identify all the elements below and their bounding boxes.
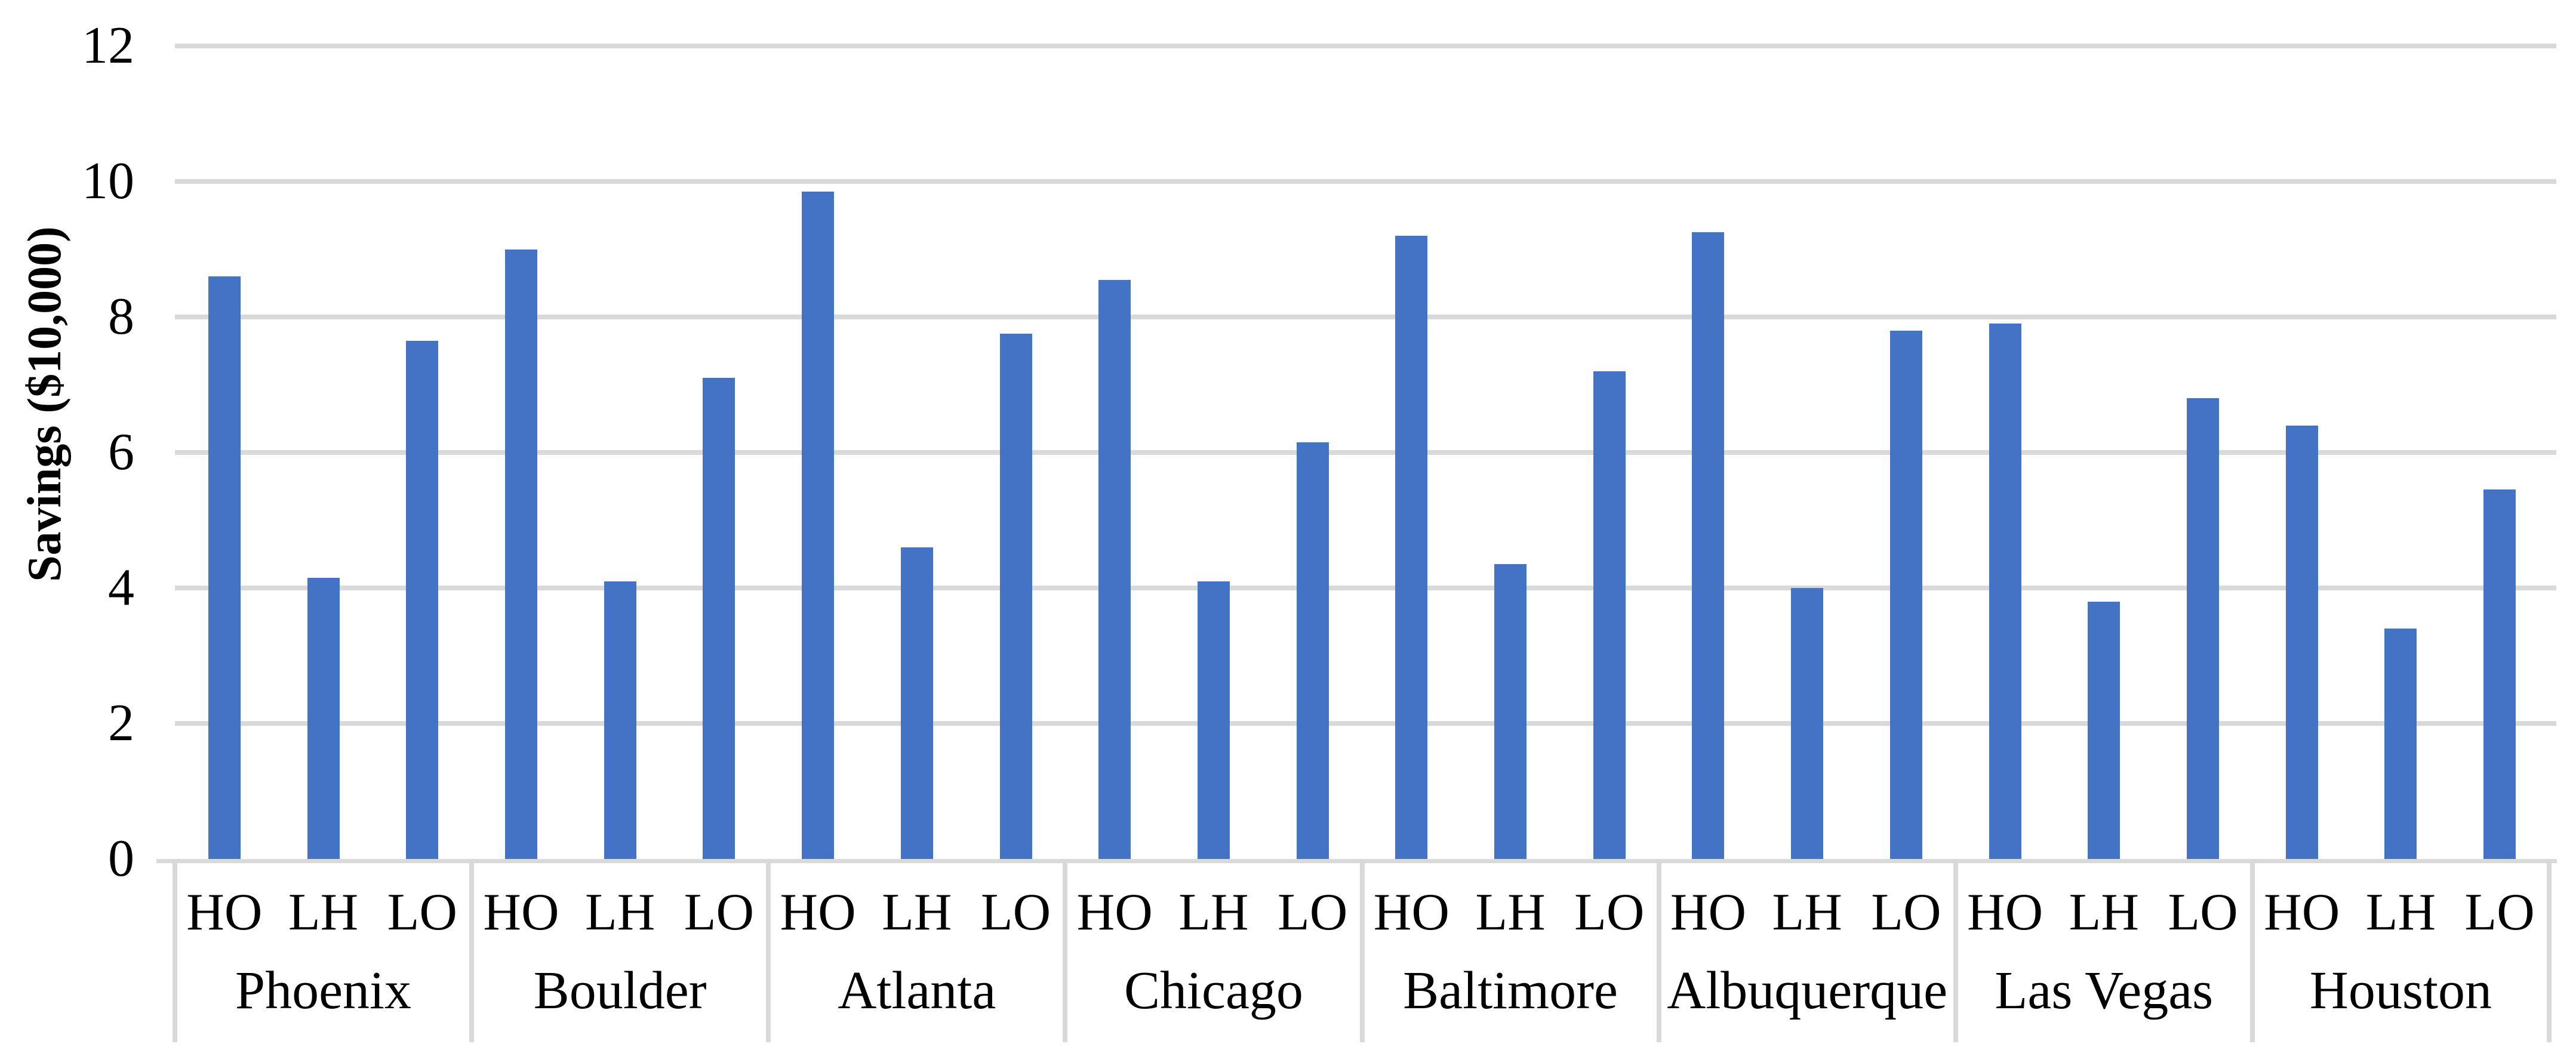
bar [208, 276, 241, 859]
bar [2187, 398, 2220, 859]
group-separator [469, 859, 475, 1042]
bar-category-label: LO [1871, 883, 1941, 941]
y-tick-label: 12 [82, 17, 134, 75]
bar-category-label: LO [1574, 883, 1645, 941]
group-separator [1953, 859, 1958, 1042]
bar-category-label: HO [1076, 883, 1153, 941]
gridline [175, 44, 2556, 48]
bar [1989, 324, 2021, 859]
group-separator [2547, 859, 2552, 1042]
y-tick-label: 10 [82, 152, 134, 210]
bar [1494, 564, 1527, 859]
city-label: Albuquerque [1667, 961, 1948, 1020]
bar-category-label: LH [2365, 883, 2436, 941]
bar-category-label: LO [387, 883, 457, 941]
city-label: Baltimore [1403, 961, 1618, 1020]
gridline [175, 586, 2556, 590]
gridline [175, 315, 2556, 319]
bar-category-label: LO [684, 883, 755, 941]
bar-category-label: LH [2069, 883, 2139, 941]
bar-category-label: LH [288, 883, 359, 941]
bar [802, 192, 835, 859]
bar [504, 249, 537, 859]
bar [1889, 330, 1922, 859]
group-separator [2249, 859, 2255, 1042]
bar [1791, 588, 1824, 859]
bar-category-label: LH [585, 883, 655, 941]
bar [1296, 442, 1329, 859]
group-separator [1359, 859, 1365, 1042]
bar [1593, 371, 1626, 859]
bar-category-label: HO [1670, 883, 1747, 941]
bar [604, 581, 636, 859]
y-tick-label: 2 [108, 694, 134, 752]
group-separator [173, 859, 177, 1042]
y-tick-label: 8 [108, 288, 134, 346]
city-label: Houston [2309, 961, 2492, 1020]
bar [999, 334, 1032, 859]
group-separator [1656, 859, 1661, 1042]
bar [1098, 279, 1131, 859]
gridline [175, 179, 2556, 184]
bar-category-label: HO [186, 883, 263, 941]
bar [900, 547, 933, 859]
bar-category-label: HO [1967, 883, 2043, 941]
bar-category-label: HO [483, 883, 559, 941]
city-label: Chicago [1124, 961, 1303, 1020]
bar-category-label: LO [980, 883, 1051, 941]
bar-category-label: LO [2464, 883, 2535, 941]
bar-category-label: LH [882, 883, 952, 941]
bar [1395, 235, 1428, 859]
bar [406, 340, 439, 859]
city-label: Atlanta [838, 961, 996, 1020]
bar-category-label: HO [2264, 883, 2340, 941]
y-tick-label: 6 [108, 423, 134, 481]
bar-category-label: LH [1772, 883, 1842, 941]
bar [2088, 601, 2120, 859]
city-label: Las Vegas [1995, 961, 2214, 1020]
bar [703, 378, 735, 859]
bar-category-label: HO [1373, 883, 1449, 941]
bar [307, 577, 340, 859]
x-axis-line [156, 859, 2557, 863]
y-tick-label: 4 [108, 559, 134, 617]
city-label: Boulder [533, 961, 707, 1020]
bar [1692, 232, 1725, 859]
gridline [175, 721, 2556, 726]
group-separator [1063, 859, 1068, 1042]
group-separator [766, 859, 771, 1042]
bar [2483, 489, 2516, 859]
gridline [175, 450, 2556, 455]
bar-category-label: LH [1475, 883, 1546, 941]
city-label: Phoenix [235, 961, 412, 1020]
bar [2384, 629, 2417, 859]
y-tick-label: 0 [108, 830, 134, 888]
bar-category-label: LO [1277, 883, 1348, 941]
bar [2285, 425, 2318, 859]
bar-category-label: HO [780, 883, 856, 941]
bar [1197, 581, 1230, 859]
bar-category-label: LH [1178, 883, 1249, 941]
bar-category-label: LO [2168, 883, 2238, 941]
